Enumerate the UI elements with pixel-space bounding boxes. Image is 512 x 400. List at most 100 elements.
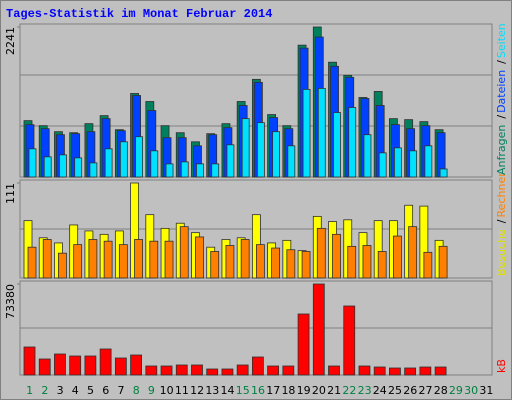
x-tick-label: 15 bbox=[236, 384, 250, 397]
bar bbox=[328, 365, 340, 376]
bar bbox=[267, 365, 280, 376]
y-tick-label: 111 bbox=[4, 183, 17, 204]
bar bbox=[393, 235, 402, 279]
x-tick-label: 6 bbox=[102, 384, 109, 397]
bar bbox=[404, 367, 417, 376]
legend-entry: Anfragen bbox=[495, 125, 508, 175]
x-tick-label: 20 bbox=[312, 384, 326, 397]
bar bbox=[118, 244, 128, 279]
x-tick-label: 25 bbox=[388, 384, 402, 397]
x-tick-label: 3 bbox=[57, 384, 64, 397]
bar bbox=[59, 154, 67, 178]
x-tick-label: 5 bbox=[87, 384, 94, 397]
x-tick-label: 19 bbox=[297, 384, 311, 397]
bar bbox=[363, 134, 372, 178]
bar bbox=[423, 251, 433, 279]
bar bbox=[119, 141, 128, 178]
x-tick-label: 24 bbox=[373, 384, 387, 397]
bar bbox=[236, 364, 249, 376]
bar bbox=[160, 365, 173, 376]
x-tick-label: 17 bbox=[266, 384, 280, 397]
bar bbox=[240, 239, 250, 279]
bar bbox=[409, 150, 418, 178]
bar bbox=[316, 227, 326, 279]
x-tick-label: 7 bbox=[117, 384, 124, 397]
legend-separator: / bbox=[495, 115, 508, 119]
x-tick-label: 2 bbox=[41, 384, 48, 397]
x-tick-label: 31 bbox=[479, 384, 493, 397]
legend-entry: Besuche bbox=[495, 229, 508, 276]
bar bbox=[149, 240, 159, 279]
bar bbox=[145, 365, 158, 376]
bar bbox=[286, 249, 296, 279]
bar bbox=[150, 150, 159, 178]
bar bbox=[225, 245, 235, 279]
bar bbox=[211, 163, 220, 178]
bar bbox=[179, 226, 189, 279]
bar bbox=[89, 162, 98, 178]
bar bbox=[358, 365, 371, 376]
bar bbox=[377, 251, 387, 279]
legend-entry: Rechner bbox=[495, 172, 508, 218]
bar bbox=[424, 145, 433, 178]
bar bbox=[271, 247, 281, 279]
legend-entry: Dateien bbox=[495, 70, 508, 113]
bar bbox=[394, 147, 402, 178]
bar bbox=[255, 244, 265, 279]
y-tick-label: 2241 bbox=[4, 27, 17, 55]
bar bbox=[362, 245, 372, 279]
x-tick-label: 18 bbox=[281, 384, 295, 397]
bar bbox=[378, 152, 387, 178]
bar bbox=[23, 346, 36, 376]
y-tick-label: 73380 bbox=[4, 284, 17, 319]
bar bbox=[333, 112, 341, 178]
bar bbox=[103, 240, 113, 279]
bar bbox=[221, 368, 234, 376]
bar bbox=[175, 364, 188, 376]
bar bbox=[282, 365, 295, 376]
legend-separator: / bbox=[495, 219, 508, 223]
legend-entry: Seiten bbox=[495, 23, 508, 58]
bar bbox=[130, 354, 142, 376]
bar bbox=[134, 239, 143, 279]
x-tick-label: 9 bbox=[148, 384, 155, 397]
x-tick-label: 28 bbox=[434, 384, 448, 397]
bar bbox=[191, 364, 203, 376]
bar bbox=[43, 156, 52, 178]
x-tick-label: 26 bbox=[403, 384, 417, 397]
bar bbox=[28, 148, 37, 178]
x-tick-label: 12 bbox=[190, 384, 204, 397]
x-tick-label: 4 bbox=[72, 384, 79, 397]
bar bbox=[241, 118, 250, 178]
bar bbox=[38, 358, 51, 376]
bar bbox=[69, 355, 82, 376]
bar bbox=[226, 144, 235, 178]
x-tick-label: 1 bbox=[26, 384, 33, 397]
x-tick-label: 14 bbox=[221, 384, 235, 397]
bar bbox=[206, 368, 219, 376]
bar bbox=[343, 305, 356, 376]
x-tick-label: 8 bbox=[133, 384, 140, 397]
bar bbox=[42, 239, 52, 279]
bar bbox=[373, 366, 386, 376]
bar bbox=[104, 148, 113, 178]
bar bbox=[256, 122, 265, 178]
bar bbox=[287, 145, 296, 178]
bar bbox=[54, 353, 66, 376]
bar bbox=[114, 357, 127, 376]
bar bbox=[135, 136, 143, 178]
x-tick-label: 16 bbox=[251, 384, 265, 397]
bar bbox=[439, 168, 448, 178]
bar bbox=[165, 163, 174, 178]
bar bbox=[180, 161, 189, 178]
bar bbox=[389, 367, 401, 376]
x-tick-label: 30 bbox=[464, 384, 478, 397]
bar bbox=[348, 107, 357, 178]
bar bbox=[58, 252, 67, 279]
bar bbox=[251, 356, 264, 376]
x-tick-label: 13 bbox=[205, 384, 219, 397]
bar bbox=[317, 87, 326, 178]
bar bbox=[301, 251, 311, 279]
bar bbox=[27, 246, 37, 279]
x-tick-label: 27 bbox=[418, 384, 432, 397]
